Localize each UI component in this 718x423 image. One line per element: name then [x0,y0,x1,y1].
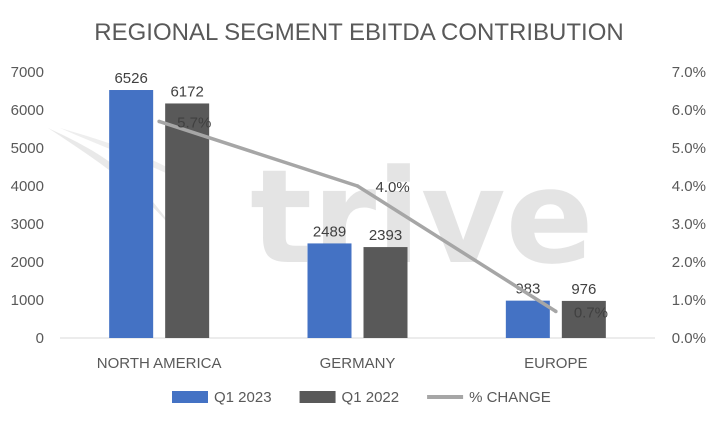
y-tick-label: 7000 [11,64,44,81]
pct-change-point [554,309,558,314]
y-tick-label: 3000 [11,216,44,233]
pct-change-label: 5.7% [177,114,211,131]
y-tick-label: 0 [36,330,44,347]
bar-q1-2022 [363,247,408,338]
pct-change-label: 4.0% [376,179,410,196]
legend-item: % CHANGE [427,389,551,406]
legend-label: % CHANGE [469,389,551,406]
category-label: EUROPE [524,355,587,372]
watermark-text: trive [250,141,594,293]
bar-value-label: 2489 [313,223,346,240]
y2-tick-label: 4.0% [672,178,706,195]
y-tick-label: 2000 [11,254,44,271]
y2-tick-label: 2.0% [672,254,706,271]
legend-item: Q1 2023 [172,389,272,406]
y-tick-label: 5000 [11,140,44,157]
legend-label: Q1 2023 [214,389,272,406]
y2-tick-label: 3.0% [672,216,706,233]
y-tick-label: 1000 [11,292,44,309]
chart-title: REGIONAL SEGMENT EBITDA CONTRIBUTION [94,19,623,46]
bars [109,90,606,339]
y2-tick-label: 7.0% [672,64,706,81]
category-label: GERMANY [320,355,396,372]
bar-q1-2022 [561,300,606,338]
legend-swatch [299,391,336,403]
bar-q1-2023 [505,300,550,338]
y2-tick-label: 0.0% [672,330,706,347]
watermark: trive [48,128,594,293]
pct-change-label: 0.7% [574,304,608,321]
x-axis: NORTH AMERICA GERMANY EUROPE [97,355,588,372]
bar-q1-2022 [165,103,210,339]
bar-labels: 6526 2489 983 6172 2393 976 [114,70,596,298]
bar-value-label: 976 [571,281,596,298]
pct-change-point [157,119,161,124]
legend-item: Q1 2022 [299,389,400,406]
y2-tick-label: 5.0% [672,140,706,157]
y-tick-label: 4000 [11,178,44,195]
bar-q1-2023 [307,243,352,338]
bar-value-label: 983 [515,281,540,298]
legend-label: Q1 2022 [342,389,400,406]
category-label: NORTH AMERICA [97,355,222,372]
legend-swatch [172,391,208,403]
line-series: 5.7% 4.0% 0.7% [157,114,608,321]
y2-tick-label: 1.0% [672,292,706,309]
y-axis: 0 1000 2000 3000 4000 5000 6000 7000 [11,64,44,347]
pct-change-point [355,184,360,188]
y-tick-label: 6000 [11,102,44,119]
y2-axis: 0.0% 1.0% 2.0% 3.0% 4.0% 5.0% 6.0% 7.0% [672,64,706,347]
bar-value-label: 6526 [114,70,147,87]
legend: Q1 2023 Q1 2022 % CHANGE [172,389,551,406]
bar-value-label: 6172 [170,83,203,100]
bar-q1-2023 [109,90,154,339]
y2-tick-label: 6.0% [672,102,706,119]
bar-value-label: 2393 [369,227,402,244]
